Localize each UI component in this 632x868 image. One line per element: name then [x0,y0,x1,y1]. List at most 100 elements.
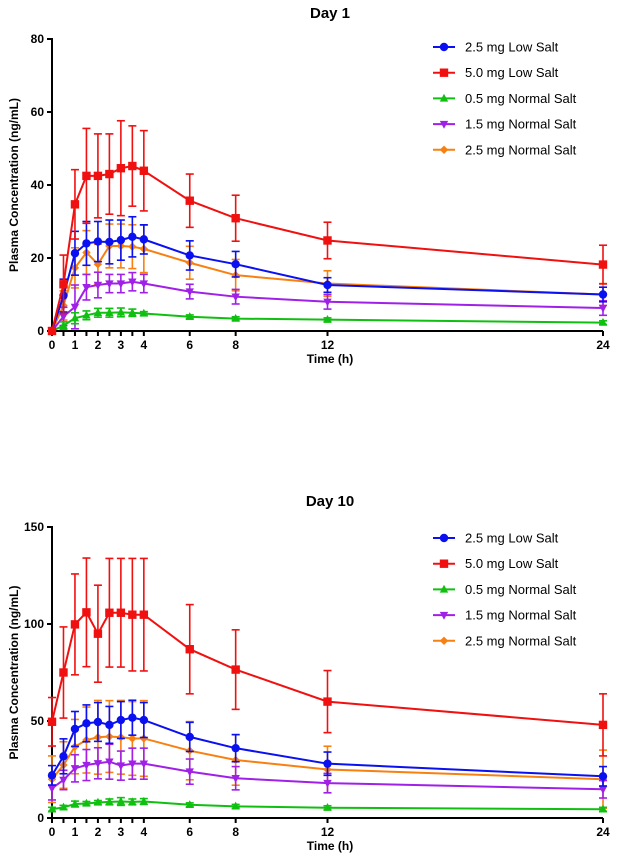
y-tick-label: 60 [31,105,45,119]
marker-circle [59,752,68,761]
x-tick-label: 0 [49,825,56,839]
marker-diamond [439,145,449,154]
marker-triangle-down [116,762,126,771]
marker-square [59,280,68,289]
y-tick-label: 50 [31,714,45,728]
marker-triangle-up [139,308,149,317]
legend: 2.5 mg Low Salt 5.0 mg Low Salt 0.5 mg Nor… [433,531,577,648]
marker-triangle-up [116,796,126,805]
x-tick-label: 8 [232,825,239,839]
legend-label: 5.0 mg Low Salt [465,556,559,571]
marker-triangle-down [139,760,149,769]
legend-item: 2.5 mg Normal Salt [433,633,577,648]
marker-triangle-down [185,768,194,777]
series-5-0-mg-low-salt [47,557,608,757]
marker-circle [231,743,240,753]
y-tick-label: 100 [24,617,44,631]
chart-title: Day 1 [310,5,350,22]
marker-circle [598,290,608,299]
marker-triangle-up [47,804,57,813]
marker-triangle-down [231,775,240,783]
marker-triangle-down [93,760,103,768]
marker-triangle-up [105,308,114,316]
marker-square [105,169,114,179]
marker-diamond [128,734,137,743]
marker-square [185,645,194,654]
marker-circle [105,720,114,730]
legend-label: 2.5 mg Normal Salt [465,142,577,157]
marker-triangle-down [59,313,68,322]
marker-triangle-down [70,303,80,312]
legend: 2.5 mg Low Salt 5.0 mg Low Salt 0.5 mg Nor… [433,40,577,157]
y-tick-label: 0 [37,324,44,338]
marker-triangle-up [128,797,137,806]
marker-square [128,161,137,171]
marker-triangle-down [82,761,91,770]
marker-circle [116,715,126,725]
marker-circle [128,232,137,242]
series-0-5-mg-normal-salt [47,307,608,335]
x-axis-label: Time (h) [307,839,353,853]
marker-triangle-down [93,281,103,290]
series-1-5-mg-normal-salt [47,271,608,336]
marker-circle [82,239,91,248]
marker-triangle-down [116,280,126,289]
marker-circle [231,260,240,269]
marker-square [70,620,80,629]
legend-item: 2.5 mg Normal Salt [433,142,577,157]
legend-item: 0.5 mg Normal Salt [433,91,577,106]
marker-square [105,608,114,617]
marker-triangle-up [231,313,240,322]
marker-square [93,171,103,181]
x-tick-label: 24 [596,338,610,352]
series-1-5-mg-normal-salt [47,743,608,801]
marker-circle [323,759,332,768]
marker-circle [139,715,149,725]
y-tick-label: 0 [37,811,44,825]
marker-circle [139,235,149,244]
marker-circle [439,42,449,52]
marker-triangle-up [116,307,126,316]
marker-triangle-down [47,785,57,794]
marker-triangle-down [323,779,332,788]
marker-square [439,559,449,568]
marker-triangle-down [70,765,80,774]
marker-square [139,610,149,619]
y-tick-label: 80 [31,32,45,46]
chart-title: Day 10 [306,493,354,510]
marker-triangle-down [598,786,608,794]
marker-triangle-down [231,293,240,302]
marker-circle [82,719,91,728]
marker-triangle-up [82,310,91,319]
marker-square [231,214,240,223]
x-tick-label: 4 [140,825,147,839]
marker-square [59,668,68,677]
marker-triangle-up [93,308,103,316]
x-tick-label: 6 [186,825,193,839]
x-tick-label: 1 [72,825,79,839]
marker-square [47,326,57,336]
marker-triangle-up [59,802,68,811]
marker-circle [323,280,332,290]
marker-triangle-down [105,280,114,289]
chart-day-10: Day 10 Time (h) Plasma Concentration (ng/m… [7,493,610,853]
marker-triangle-up [439,93,449,102]
marker-circle [105,237,114,247]
x-tick-label: 6 [186,338,193,352]
chart-day-1: Day 1 Time (h) Plasma Concentration (ng/mL… [7,5,610,366]
legend-label: 0.5 mg Normal Salt [465,91,577,106]
marker-triangle-up [439,584,449,593]
marker-circle [93,717,103,727]
x-tick-label: 1 [72,338,79,352]
marker-triangle-down [323,298,332,307]
marker-triangle-down [598,304,608,313]
marker-circle [598,772,608,781]
legend-label: 2.5 mg Normal Salt [465,633,577,648]
legend-item: 5.0 mg Low Salt [433,65,559,80]
marker-circle [70,249,80,258]
marker-triangle-up [70,799,80,808]
x-tick-label: 0 [49,338,56,352]
legend-label: 2.5 mg Low Salt [465,531,559,546]
series-5-0-mg-low-salt [47,119,608,336]
legend-item: 1.5 mg Normal Salt [433,117,577,132]
